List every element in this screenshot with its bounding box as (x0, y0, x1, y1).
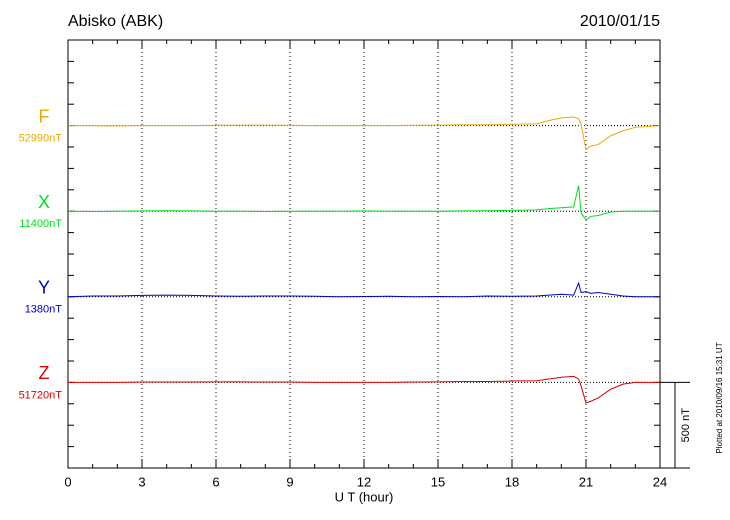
x-tick-label: 21 (579, 474, 593, 489)
series-line (68, 375, 660, 404)
chart-title: Abisko (ABK) (68, 13, 163, 30)
footnote: Plotted at 2010/09/16 15:31 UT (715, 342, 724, 453)
x-tick-label: 24 (653, 474, 667, 489)
x-axis-label: U T (hour) (335, 489, 394, 504)
series-name: Z (39, 363, 50, 383)
series-line (68, 116, 661, 151)
x-tick-label: 9 (286, 474, 293, 489)
baseline-label: 52990nT (19, 133, 63, 145)
baseline-label: 11400nT (19, 218, 62, 230)
series-line (67, 281, 660, 298)
x-tick-label: 12 (357, 474, 371, 489)
baseline-label: 1380nT (25, 304, 63, 316)
series-name: Y (38, 278, 50, 298)
baseline-label: 51720nT (19, 389, 63, 401)
x-tick-label: 3 (138, 474, 145, 489)
x-tick-label: 15 (431, 474, 445, 489)
x-tick-label: 0 (64, 474, 71, 489)
chart-date: 2010/01/15 (580, 13, 660, 30)
x-tick-label: 6 (212, 474, 219, 489)
scale-bar-label: 500 nT (680, 408, 692, 443)
x-tick-label: 18 (505, 474, 519, 489)
series-line (67, 185, 660, 221)
series-name: F (39, 106, 50, 126)
series-name: X (38, 192, 50, 212)
